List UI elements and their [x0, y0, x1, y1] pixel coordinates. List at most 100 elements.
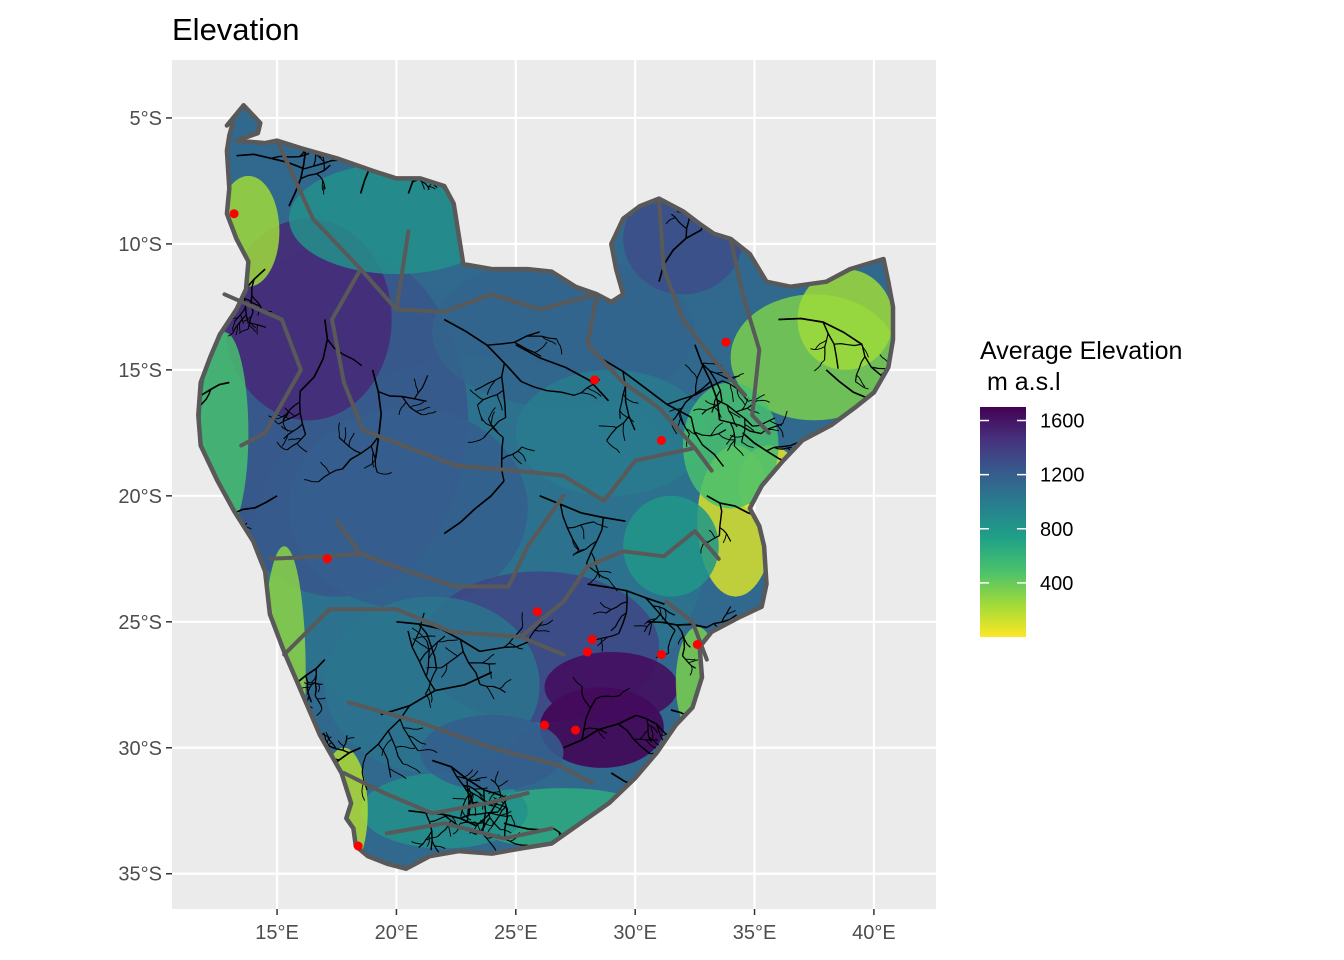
river [693, 408, 707, 411]
river [286, 434, 306, 451]
river [407, 630, 436, 691]
river [563, 714, 637, 749]
river [752, 417, 776, 427]
legend-break-label: 400 [1040, 573, 1073, 595]
river [278, 412, 301, 425]
river [782, 410, 788, 424]
river [679, 380, 712, 413]
river [377, 471, 392, 475]
river [445, 647, 459, 657]
river [276, 441, 288, 451]
river [296, 443, 308, 453]
river [411, 627, 428, 642]
river [402, 763, 421, 774]
river [467, 437, 484, 443]
river [718, 433, 736, 441]
river [365, 705, 410, 756]
x-axis: 15°E 20°E 25°E 30°E 35°E 40°E [255, 909, 896, 944]
river [500, 829, 512, 834]
river [372, 452, 375, 468]
river [283, 423, 303, 440]
river [605, 601, 628, 614]
river [500, 810, 512, 816]
river [398, 401, 407, 415]
river [871, 366, 894, 370]
river [650, 727, 654, 741]
river [708, 529, 716, 539]
river [236, 153, 305, 170]
river [421, 181, 425, 190]
river [464, 785, 473, 795]
river [500, 437, 505, 482]
basin-boundary [275, 138, 599, 314]
basin-boundary [657, 196, 747, 398]
river [341, 435, 380, 470]
river [424, 668, 438, 695]
river [598, 425, 617, 428]
river [512, 454, 522, 465]
river [426, 835, 430, 847]
river [593, 521, 608, 528]
river [474, 376, 502, 391]
river [619, 687, 631, 696]
x-tick-label: 25°E [494, 922, 538, 944]
y-tick-label: 15°S [118, 360, 162, 382]
x-tick-label: 35°E [733, 922, 777, 944]
station-point [229, 209, 239, 219]
river [494, 771, 499, 783]
river [387, 730, 404, 765]
river [249, 320, 257, 329]
river [299, 319, 329, 392]
river [440, 651, 464, 669]
river [666, 380, 723, 406]
y-tick-label: 35°S [118, 864, 162, 886]
river [573, 540, 598, 556]
river [534, 629, 550, 633]
river [592, 611, 607, 615]
river [741, 418, 746, 443]
river [326, 736, 332, 744]
river [597, 636, 608, 647]
river [689, 665, 693, 676]
river [448, 825, 452, 837]
river [619, 386, 626, 419]
river [539, 619, 554, 626]
elevation-zone [515, 369, 707, 496]
river [318, 468, 343, 483]
river [856, 374, 866, 388]
basin-boundary [222, 292, 303, 448]
river [731, 372, 744, 381]
legend-break-label: 1600 [1040, 411, 1085, 433]
river [682, 655, 696, 669]
river [834, 342, 862, 347]
river [474, 821, 481, 832]
river [585, 517, 605, 564]
y-tick-label: 20°S [118, 486, 162, 508]
river [744, 424, 756, 434]
river [305, 675, 313, 703]
x-tick-label: 40°E [852, 922, 896, 944]
x-tick-label: 30°E [613, 922, 657, 944]
basin-boundary [394, 229, 411, 312]
river [814, 339, 827, 350]
river [481, 653, 495, 664]
river [342, 735, 348, 751]
river [248, 324, 257, 333]
river [371, 369, 383, 459]
river [230, 495, 278, 516]
river [288, 438, 302, 441]
river [496, 394, 503, 411]
river [676, 624, 686, 656]
river [773, 446, 792, 450]
river [647, 620, 707, 629]
river [337, 740, 345, 747]
river [479, 683, 506, 694]
river [581, 686, 591, 709]
river [348, 432, 355, 447]
river [413, 375, 429, 400]
river [459, 639, 481, 685]
river [483, 815, 485, 828]
river [323, 184, 325, 195]
river [583, 727, 608, 734]
legend-break-label: 1200 [1040, 465, 1085, 487]
